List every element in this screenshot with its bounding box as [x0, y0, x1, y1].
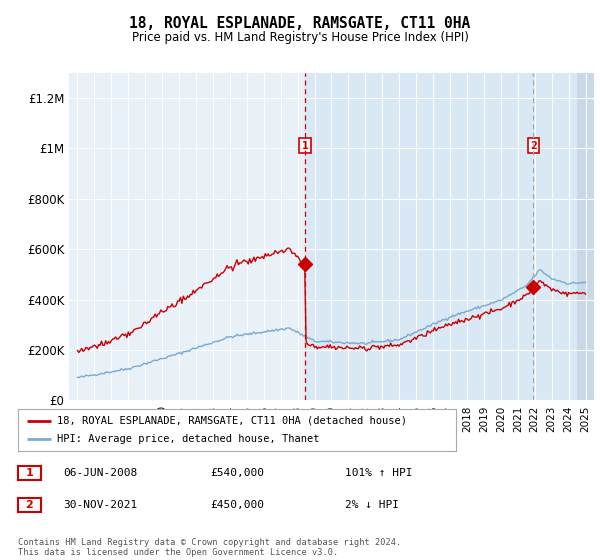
Text: 2% ↓ HPI: 2% ↓ HPI	[345, 500, 399, 510]
Text: Price paid vs. HM Land Registry's House Price Index (HPI): Price paid vs. HM Land Registry's House …	[131, 31, 469, 44]
Text: 30-NOV-2021: 30-NOV-2021	[63, 500, 137, 510]
Text: 101% ↑ HPI: 101% ↑ HPI	[345, 468, 413, 478]
Text: 2: 2	[530, 141, 537, 151]
Text: 06-JUN-2008: 06-JUN-2008	[63, 468, 137, 478]
Text: 2: 2	[26, 500, 33, 510]
Bar	[305, 73, 594, 400]
Text: 1: 1	[302, 141, 308, 151]
Text: 18, ROYAL ESPLANADE, RAMSGATE, CT11 0HA: 18, ROYAL ESPLANADE, RAMSGATE, CT11 0HA	[130, 16, 470, 31]
Text: £540,000: £540,000	[210, 468, 264, 478]
Text: HPI: Average price, detached house, Thanet: HPI: Average price, detached house, Than…	[58, 434, 320, 444]
Bar	[577, 73, 594, 400]
Text: Contains HM Land Registry data © Crown copyright and database right 2024.
This d: Contains HM Land Registry data © Crown c…	[18, 538, 401, 557]
Text: £450,000: £450,000	[210, 500, 264, 510]
Text: 18, ROYAL ESPLANADE, RAMSGATE, CT11 0HA (detached house): 18, ROYAL ESPLANADE, RAMSGATE, CT11 0HA …	[58, 416, 407, 426]
Text: 1: 1	[26, 468, 33, 478]
